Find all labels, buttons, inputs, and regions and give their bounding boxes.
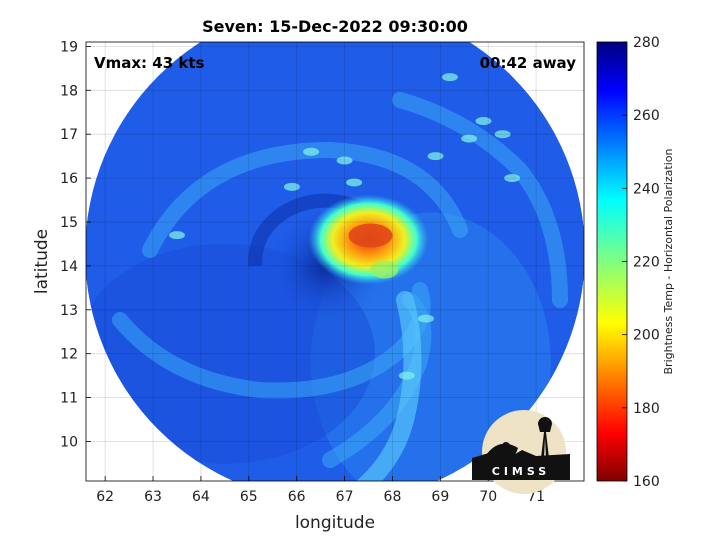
- convective-speckle: [441, 73, 458, 82]
- x-tick-label: 67: [336, 489, 354, 505]
- colorbar-label: Brightness Temp - Horizontal Polarizatio…: [662, 148, 675, 374]
- logo-building: [472, 450, 570, 462]
- y-tick-label: 13: [60, 303, 78, 319]
- convective-speckle: [494, 130, 511, 139]
- convective-speckle: [168, 231, 185, 240]
- convective-speckle: [346, 178, 363, 187]
- y-tick-label: 10: [60, 434, 78, 450]
- logo-banner: [472, 460, 570, 480]
- convective-speckle: [427, 152, 444, 161]
- x-tick-label: 65: [240, 489, 258, 505]
- axes-frame: [85, 41, 585, 482]
- vmax-annotation: Vmax: 43 kts: [94, 54, 204, 72]
- rain-band-1: [142, 141, 468, 258]
- x-tick-label: 64: [192, 489, 210, 505]
- colorbar-tick-label: 240: [633, 181, 660, 197]
- chart-title: Seven: 15-Dec-2022 09:30:00: [202, 17, 468, 36]
- convective-speckle: [336, 156, 353, 165]
- logo-text: CIMSS: [492, 465, 550, 478]
- colorbar-tick-label: 200: [633, 328, 660, 344]
- y-tick-label: 11: [60, 391, 78, 407]
- y-tick-label: 18: [60, 83, 78, 99]
- convective-speckle: [398, 371, 415, 380]
- microwave-swath: [86, 42, 584, 481]
- colorbar-tick-label: 280: [633, 35, 660, 51]
- x-axis-ticks: 62 63 64 65 66 67 68 69 70 71: [96, 476, 545, 505]
- colorbar-ticks: 160 180 200 220 240 260 280: [622, 35, 660, 490]
- core-tail: [370, 260, 399, 279]
- convective-speckle: [461, 134, 478, 143]
- colorbar-tick-label: 220: [633, 255, 660, 271]
- colorbar-tick-label: 160: [633, 474, 660, 490]
- cold-core-inner: [348, 223, 393, 248]
- y-tick-label: 16: [60, 171, 78, 187]
- convective-speckle: [283, 182, 300, 191]
- grid-lines: [86, 42, 584, 481]
- y-axis-label: latitude: [32, 229, 52, 294]
- colorbar-tick-label: 260: [633, 108, 660, 124]
- y-axis-ticks: 10 11 12 13 14 15 16 17 18 19: [60, 39, 91, 450]
- x-tick-label: 63: [144, 489, 162, 505]
- convective-speckle: [417, 314, 434, 323]
- y-tick-label: 14: [60, 259, 78, 275]
- y-tick-label: 12: [60, 347, 78, 363]
- rain-band-4: [392, 92, 568, 308]
- x-tick-label: 68: [384, 489, 402, 505]
- x-tick-label: 66: [288, 489, 306, 505]
- y-tick-label: 17: [60, 127, 78, 143]
- x-tick-label: 69: [431, 489, 449, 505]
- spiral-band-south: [351, 291, 422, 481]
- x-axis-label: longitude: [295, 513, 375, 533]
- x-tick-label: 70: [479, 489, 497, 505]
- logo-water-tower: [538, 417, 552, 458]
- y-tick-label: 15: [60, 215, 78, 231]
- colorbar-tick-label: 180: [633, 401, 660, 417]
- convective-speckle: [303, 147, 320, 156]
- convective-speckle: [475, 117, 492, 126]
- y-tick-label: 19: [60, 39, 78, 55]
- convective-speckle: [504, 174, 521, 183]
- x-tick-label: 62: [96, 489, 114, 505]
- cimss-logo: CIMSS: [472, 410, 570, 494]
- time-away-annotation: 00:42 away: [480, 54, 577, 72]
- logo-dish-knob: [502, 442, 510, 450]
